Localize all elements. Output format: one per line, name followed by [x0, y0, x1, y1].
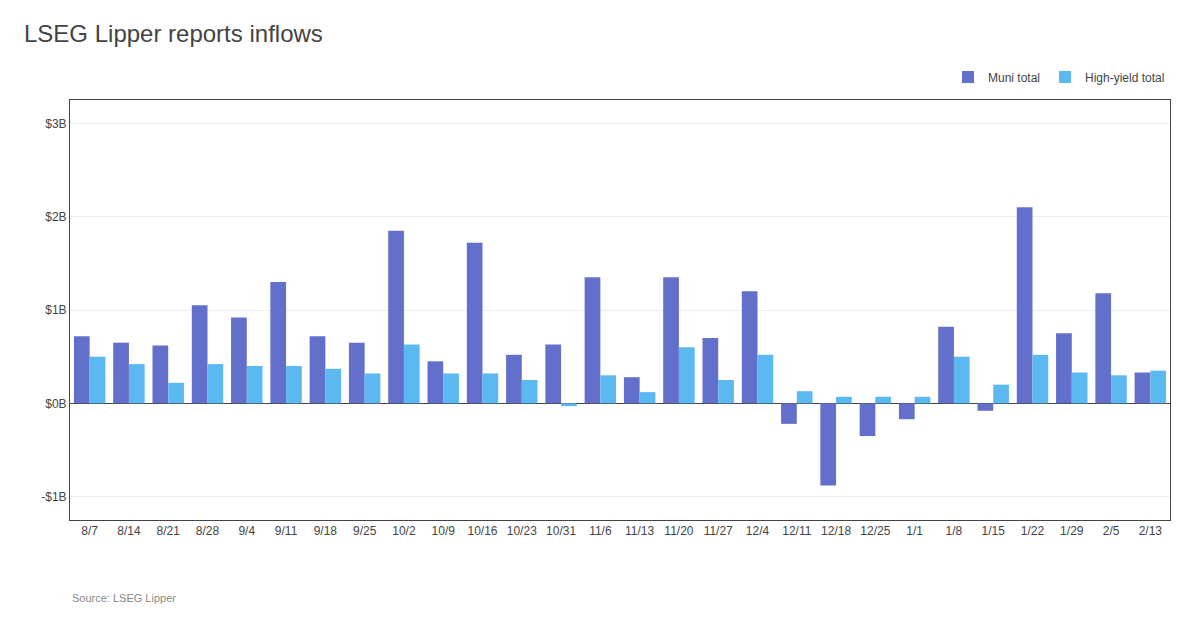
svg-text:Muni total: Muni total	[988, 71, 1040, 85]
svg-text:2/5: 2/5	[1103, 524, 1120, 538]
svg-text:Source: LSEG Lipper: Source: LSEG Lipper	[72, 592, 176, 604]
svg-text:$1B: $1B	[45, 303, 66, 317]
svg-text:High-yield total: High-yield total	[1085, 71, 1164, 85]
svg-text:$3B: $3B	[45, 117, 66, 131]
svg-text:2/13: 2/13	[1139, 524, 1163, 538]
svg-text:-$1B: -$1B	[41, 490, 66, 504]
svg-text:8/28: 8/28	[196, 524, 220, 538]
svg-text:12/18: 12/18	[821, 524, 851, 538]
svg-text:12/25: 12/25	[860, 524, 890, 538]
svg-text:LSEG Lipper reports inflows: LSEG Lipper reports inflows	[24, 20, 323, 47]
svg-text:11/27: 11/27	[704, 524, 733, 538]
svg-text:10/16: 10/16	[467, 524, 497, 538]
svg-text:9/18: 9/18	[314, 524, 338, 538]
svg-text:11/20: 11/20	[664, 524, 693, 538]
svg-text:10/9: 10/9	[432, 524, 456, 538]
svg-text:8/14: 8/14	[117, 524, 141, 538]
svg-text:8/7: 8/7	[81, 524, 98, 538]
svg-text:$0B: $0B	[45, 397, 66, 411]
svg-text:12/4: 12/4	[746, 524, 770, 538]
svg-text:1/22: 1/22	[1021, 524, 1045, 538]
svg-text:12/11: 12/11	[782, 524, 811, 538]
svg-text:9/11: 9/11	[275, 524, 298, 538]
svg-text:11/6: 11/6	[589, 524, 612, 538]
svg-text:10/2: 10/2	[392, 524, 416, 538]
svg-text:1/8: 1/8	[946, 524, 963, 538]
svg-text:$2B: $2B	[45, 210, 66, 224]
svg-text:1/29: 1/29	[1060, 524, 1084, 538]
svg-text:9/25: 9/25	[353, 524, 377, 538]
svg-text:8/21: 8/21	[157, 524, 181, 538]
svg-text:10/23: 10/23	[507, 524, 537, 538]
svg-text:1/15: 1/15	[982, 524, 1006, 538]
svg-text:9/4: 9/4	[238, 524, 255, 538]
svg-text:11/13: 11/13	[625, 524, 654, 538]
svg-text:10/31: 10/31	[546, 524, 576, 538]
svg-text:1/1: 1/1	[906, 524, 923, 538]
